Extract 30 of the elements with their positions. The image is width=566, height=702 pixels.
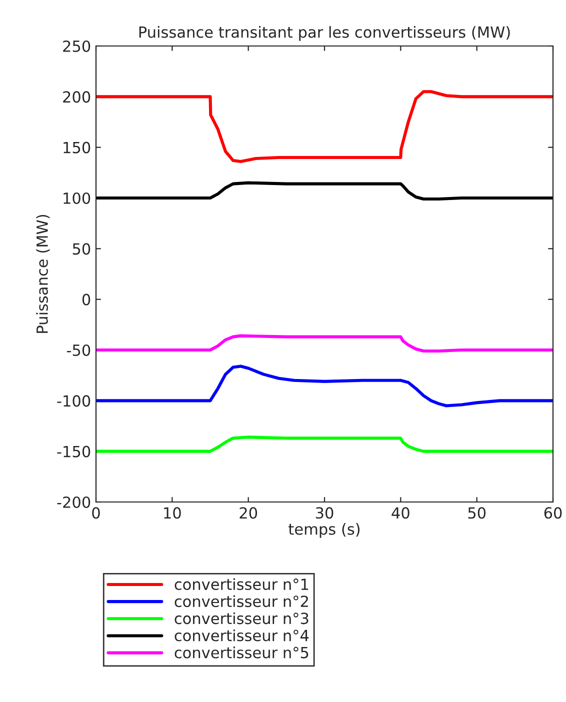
legend-label: convertisseur n°4 — [174, 629, 309, 642]
line-series — [96, 90, 553, 164]
y-tick-label: 100 — [64, 192, 90, 204]
x-tick-label: 30 — [316, 507, 334, 519]
y-tick-label: -100 — [57, 395, 90, 407]
x-tick-label: 20 — [240, 507, 258, 519]
legend-label: convertisseur n°1 — [174, 578, 308, 590]
y-tick-label: -150 — [57, 446, 90, 458]
x-tick-label: 0 — [92, 507, 100, 519]
x-tick-label: 10 — [164, 507, 181, 519]
line-series — [96, 436, 553, 453]
legend-label: convertisseur n°2 — [174, 595, 308, 608]
line-series — [96, 364, 553, 408]
x-tick-label: 60 — [544, 507, 562, 519]
y-tick-label: 150 — [64, 142, 90, 154]
legend-label: convertisseur n°3 — [174, 612, 308, 624]
legend-label: convertisseur n°5 — [174, 646, 308, 658]
y-axis-title: Puissance (MW) — [36, 214, 50, 333]
y-tick-label: 250 — [63, 40, 90, 52]
line-series — [96, 181, 553, 201]
y-tick-label: 50 — [72, 243, 90, 255]
line-series — [96, 334, 553, 353]
x-tick-label: 50 — [468, 507, 486, 519]
x-axis-title: temps (s) — [288, 523, 360, 538]
y-tick-label: 0 — [82, 294, 90, 306]
y-tick-label: -200 — [57, 496, 90, 508]
y-tick-label: 200 — [63, 91, 90, 103]
x-tick-label: 40 — [392, 507, 410, 519]
chart-title: Puissance transitant par les convertisseurs (MW) — [139, 26, 510, 41]
y-tick-label: -50 — [66, 344, 90, 356]
